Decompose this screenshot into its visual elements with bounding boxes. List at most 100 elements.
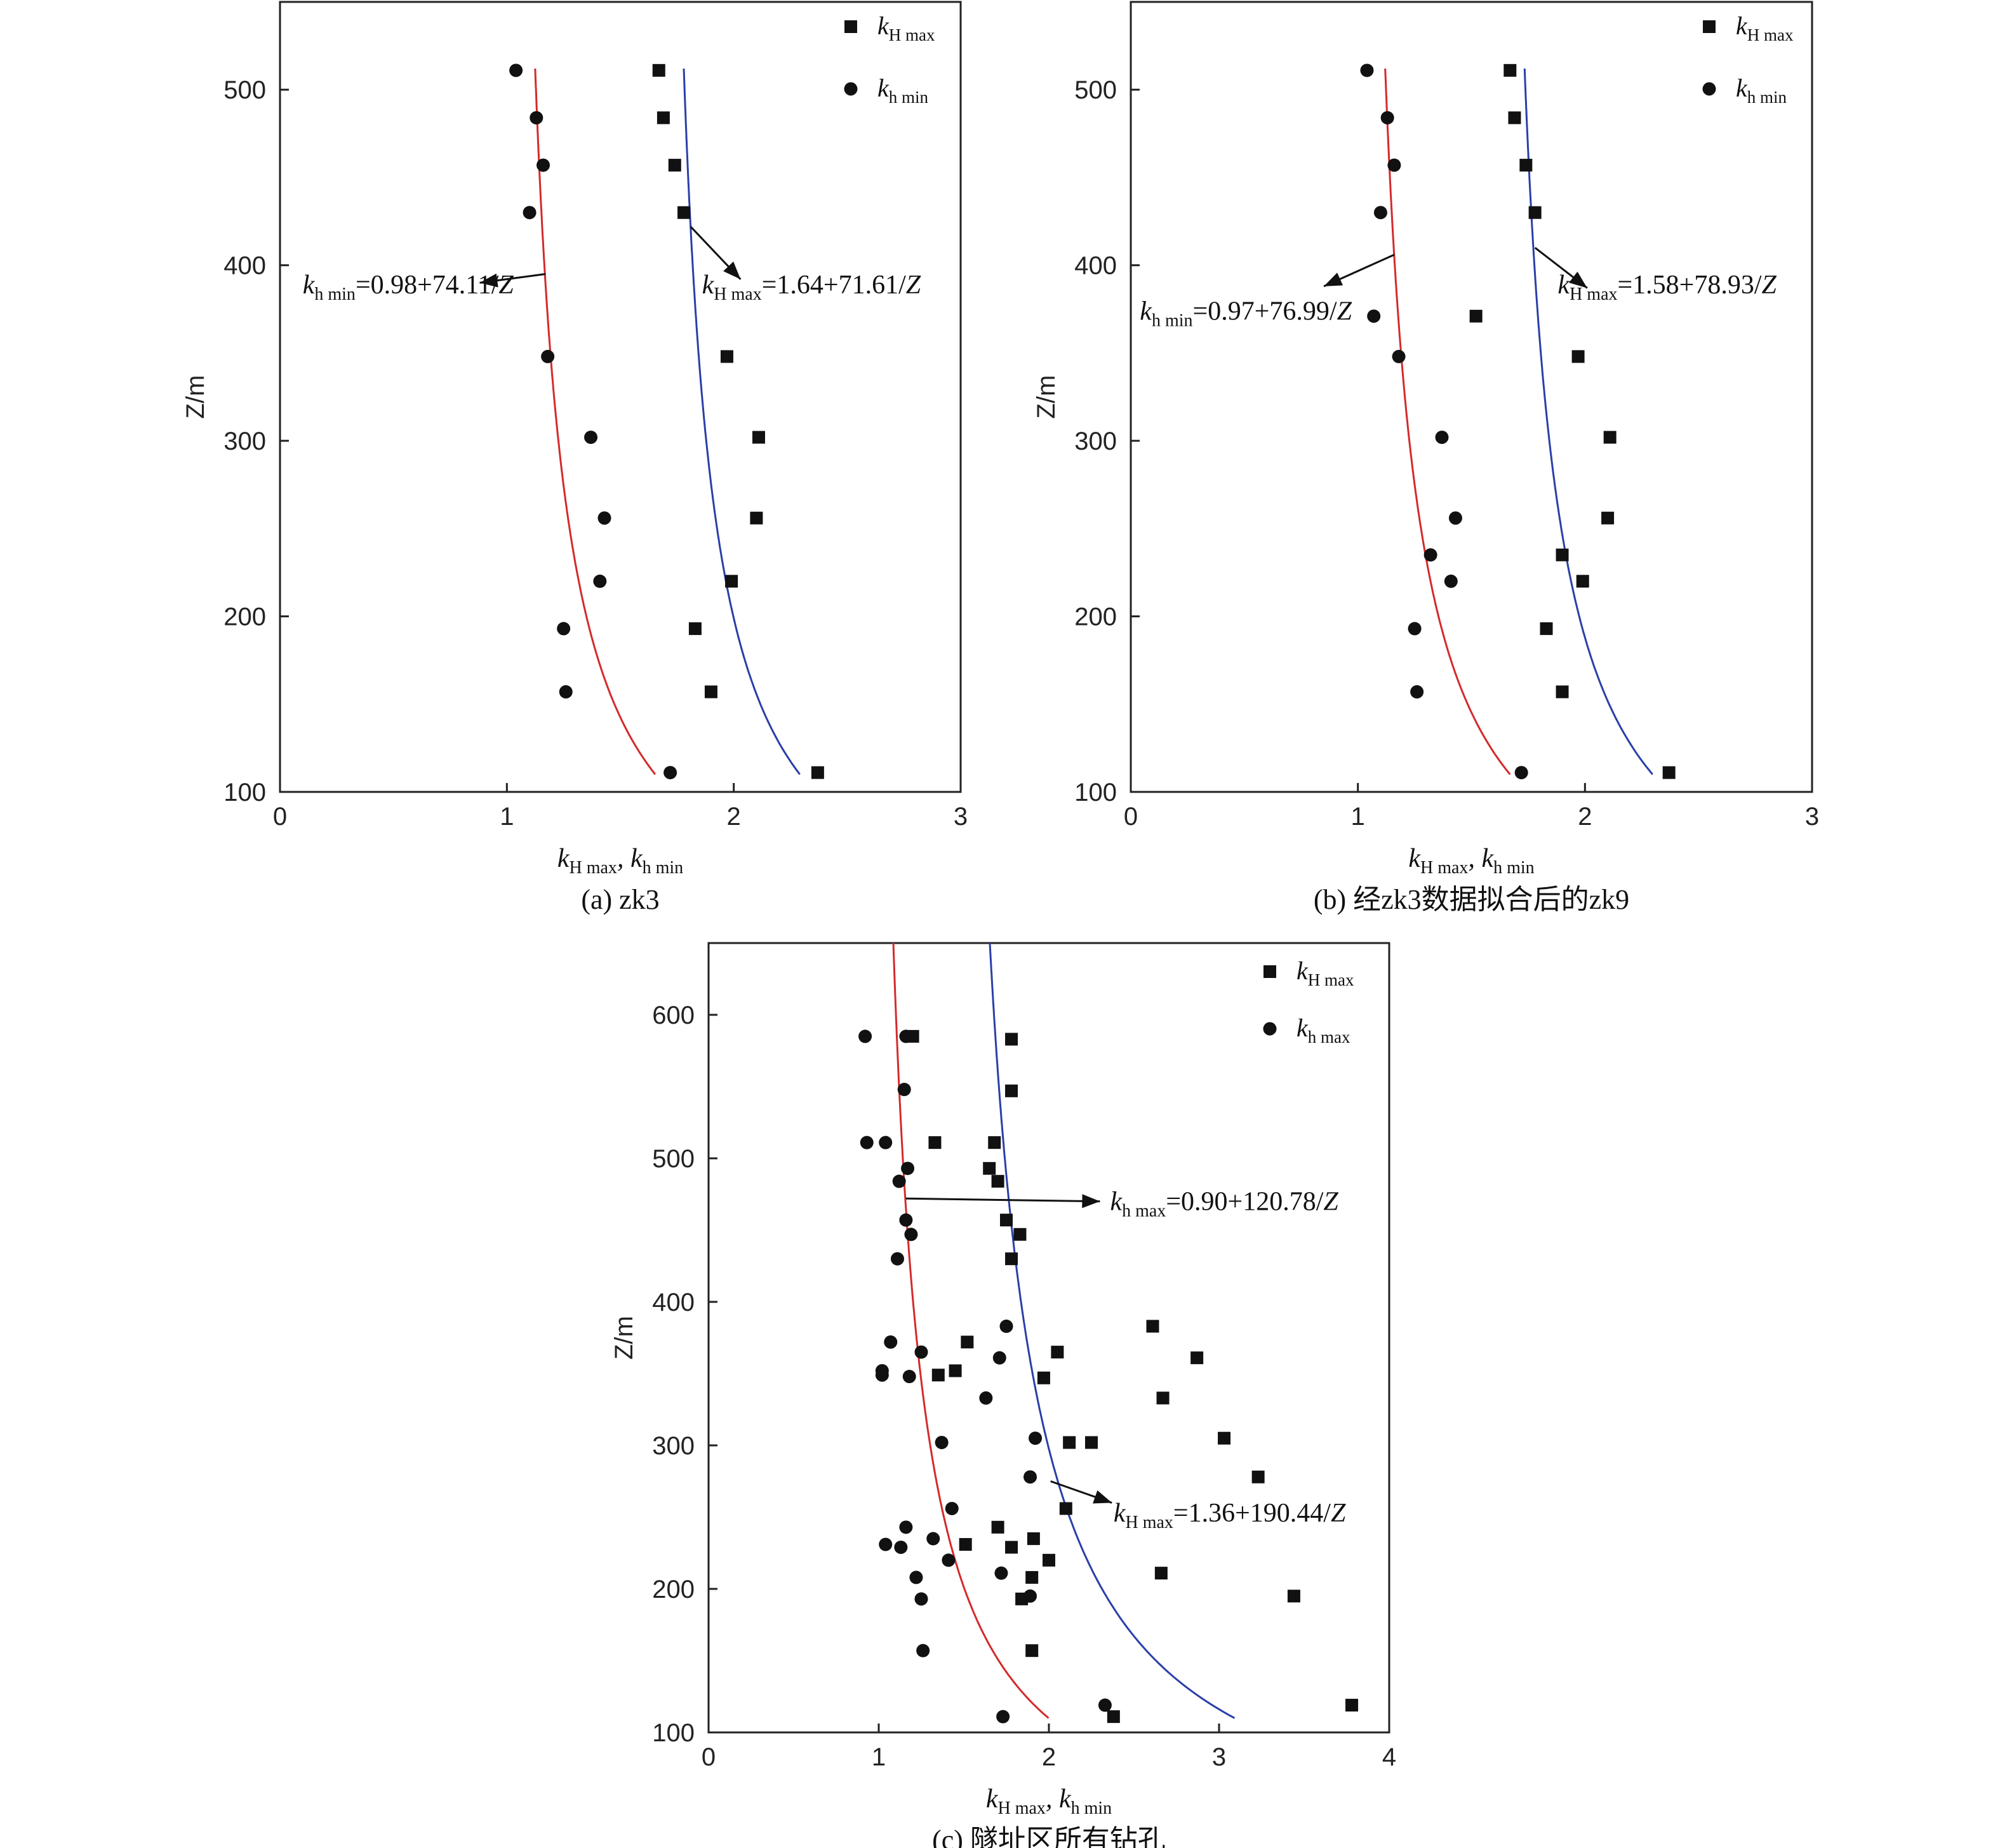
plot-frame <box>707 942 1390 1734</box>
fit-equation-label: kh min=0.97+76.99/Z <box>1140 297 1352 330</box>
y-tick-label: 200 <box>223 603 266 631</box>
fit-equation-label: kH max=1.36+190.44/Z <box>1114 1499 1346 1532</box>
y-axis-label: Z/m <box>182 375 210 419</box>
legend-label: kH max <box>1297 956 1354 989</box>
data-point-circle <box>584 431 598 445</box>
annotation-arrow-head <box>479 273 498 288</box>
data-point-square <box>720 350 733 363</box>
y-tick-label: 400 <box>652 1289 695 1316</box>
legend-label: kh max <box>1297 1014 1350 1047</box>
data-point-circle <box>523 206 537 220</box>
plot-frame <box>279 1 962 793</box>
data-point-square <box>1107 1710 1120 1724</box>
data-point-square <box>752 431 765 444</box>
y-tick-label: 300 <box>223 427 266 455</box>
data-point-square <box>1027 1532 1040 1545</box>
x-tick-label: 3 <box>1805 803 1819 831</box>
legend-square-icon <box>844 20 857 33</box>
data-point-circle <box>559 685 573 699</box>
y-tick-label: 500 <box>1074 76 1117 104</box>
y-tick-label: 300 <box>652 1432 695 1460</box>
legend-label: kH max <box>1736 11 1794 44</box>
data-point-square <box>668 159 681 172</box>
data-point-square <box>1519 159 1533 172</box>
panel-caption: (a) zk3 <box>581 884 659 915</box>
data-point-square <box>652 64 665 77</box>
x-tick-label: 2 <box>727 803 741 831</box>
data-point-circle <box>597 511 611 525</box>
data-point-circle <box>890 1252 904 1266</box>
panel-caption: (c) 隧址区所有钻孔 <box>932 1825 1166 1848</box>
data-point-circle <box>1373 206 1387 220</box>
y-tick-label: 100 <box>652 1719 695 1747</box>
legend-square-icon <box>1263 965 1276 978</box>
plot-frame <box>1130 1 1813 793</box>
data-point-circle <box>904 1228 918 1242</box>
data-point-circle <box>663 766 677 780</box>
x-axis-label: kH max, kh min <box>986 1784 1112 1818</box>
data-point-square <box>931 1369 945 1382</box>
data-point-square <box>1287 1590 1300 1603</box>
data-point-square <box>1146 1320 1159 1333</box>
data-point-circle <box>557 622 571 636</box>
data-point-circle <box>1380 110 1394 124</box>
fit-equation-label: kH max=1.64+71.61/Z <box>702 271 921 304</box>
data-point-square <box>811 766 824 779</box>
annotation-arrow-head <box>1569 271 1587 288</box>
y-tick-label: 200 <box>1074 603 1117 631</box>
data-point-square <box>1556 685 1569 699</box>
fit-curve-1 <box>989 942 1236 1719</box>
data-point-square <box>1528 206 1542 219</box>
x-tick-label: 0 <box>1124 803 1138 831</box>
data-point-square <box>1025 1570 1039 1584</box>
data-point-circle <box>914 1592 928 1606</box>
data-point-circle <box>899 1213 913 1227</box>
data-point-circle <box>1448 511 1462 525</box>
data-point-circle <box>1444 574 1458 588</box>
data-point-circle <box>899 1029 913 1043</box>
y-tick-label: 500 <box>223 76 266 104</box>
fit-equation-label: kH max=1.58+78.93/Z <box>1557 271 1777 304</box>
data-point-square <box>1576 575 1589 588</box>
data-point-circle <box>901 1162 915 1175</box>
data-point-circle <box>914 1345 928 1359</box>
data-point-circle <box>860 1135 874 1149</box>
data-point-circle <box>992 1351 1006 1365</box>
fit-curve-0 <box>1384 68 1511 775</box>
data-point-square <box>1025 1644 1039 1657</box>
data-point-square <box>1000 1214 1013 1227</box>
x-tick-label: 2 <box>1042 1743 1056 1771</box>
data-point-circle <box>1423 548 1437 562</box>
data-point-circle <box>1387 158 1401 172</box>
data-point-circle <box>899 1520 913 1534</box>
panel-b-zk9: 0 1 2 3 100 200 300 400 500 Z/m kH max, kh min (b) … <box>1032 1 1819 915</box>
data-point-circle <box>916 1644 930 1657</box>
data-point-circle <box>875 1368 889 1382</box>
data-point-circle <box>537 158 550 172</box>
data-point-circle <box>593 574 607 588</box>
y-tick-label: 400 <box>223 252 266 280</box>
data-point-square <box>677 206 691 219</box>
data-point-square <box>1156 1391 1170 1405</box>
panel-c-all-boreholes: 0 1 2 3 4 100 200 300 400 500 600 Z/m kH max, kh min… <box>610 942 1396 1848</box>
data-point-circle <box>879 1537 893 1551</box>
legend-circle-icon <box>1702 82 1716 96</box>
legend-label: kh min <box>1736 74 1787 107</box>
data-point-square <box>688 622 702 635</box>
y-axis-label: Z/m <box>610 1316 638 1360</box>
data-point-square <box>1662 766 1676 779</box>
data-point-square <box>725 575 738 588</box>
data-point-square <box>1043 1553 1055 1567</box>
data-point-circle <box>1408 622 1422 636</box>
x-axis-label: kH max, kh min <box>557 844 683 878</box>
data-point-square <box>750 511 763 525</box>
data-point-circle <box>935 1435 949 1449</box>
data-point-circle <box>942 1553 956 1567</box>
data-point-square <box>959 1537 972 1551</box>
legend-label: kH max <box>877 11 935 44</box>
data-point-square <box>1005 1541 1018 1554</box>
data-point-square <box>1469 309 1483 323</box>
y-axis-label: Z/m <box>1032 375 1060 419</box>
data-point-square <box>1571 350 1585 363</box>
data-point-square <box>1251 1470 1265 1483</box>
